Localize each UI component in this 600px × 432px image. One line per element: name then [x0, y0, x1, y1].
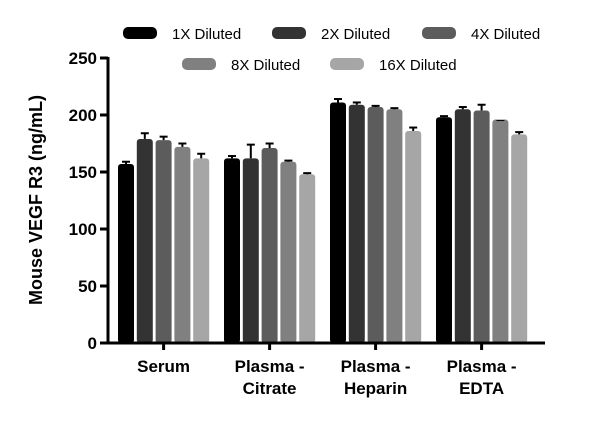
x-tick-label: Serum [137, 357, 190, 376]
x-tick-label: Citrate [243, 379, 297, 398]
bar [348, 104, 365, 344]
y-tick-label: 100 [69, 220, 97, 239]
legend-swatch [272, 27, 306, 39]
legend-label: 2X Diluted [321, 26, 390, 43]
bar [242, 158, 259, 343]
bar [454, 109, 471, 343]
bar [224, 158, 240, 343]
y-tick-label: 200 [69, 106, 97, 125]
legend-label: 16X Diluted [379, 57, 457, 74]
bar [405, 130, 422, 343]
legend-swatch [422, 27, 456, 39]
bar [299, 174, 316, 343]
x-tick-label: Heparin [344, 379, 407, 398]
bar [261, 148, 278, 343]
bar [511, 134, 528, 343]
axes: 0 50 100 150 200 250 Serum Plasma - Citrate Plasm… [69, 49, 545, 398]
y-axis-label: Mouse VEGF R3 (ng/mL) [26, 95, 46, 305]
legend: 1X Diluted 2X Diluted 4X Diluted 8X Diluted… [123, 26, 540, 74]
x-tick-label: Plasma - [341, 357, 411, 376]
legend-swatch [123, 27, 157, 39]
bar [473, 110, 490, 343]
legend-label: 8X Diluted [231, 57, 300, 74]
y-tick-label: 0 [88, 334, 97, 353]
y-tick-label: 250 [69, 49, 97, 68]
legend-swatch [182, 58, 216, 70]
legend-label: 1X Diluted [172, 26, 241, 43]
bar [118, 164, 134, 343]
x-tick-label: EDTA [459, 379, 504, 398]
y-tick-label: 50 [78, 277, 97, 296]
bar [492, 119, 509, 343]
bar [280, 161, 297, 343]
bar [155, 140, 172, 343]
bar [436, 117, 452, 343]
y-tick-label: 150 [69, 163, 97, 182]
legend-swatch [330, 58, 364, 70]
bar [193, 158, 210, 343]
bar [386, 109, 403, 343]
bar [136, 138, 153, 343]
bar [174, 146, 191, 343]
legend-label: 4X Diluted [471, 26, 540, 43]
bars [118, 98, 528, 344]
bar [367, 107, 384, 344]
x-tick-label: Plasma - [447, 357, 517, 376]
x-tick-label: Plasma - [235, 357, 305, 376]
bar [330, 102, 346, 344]
